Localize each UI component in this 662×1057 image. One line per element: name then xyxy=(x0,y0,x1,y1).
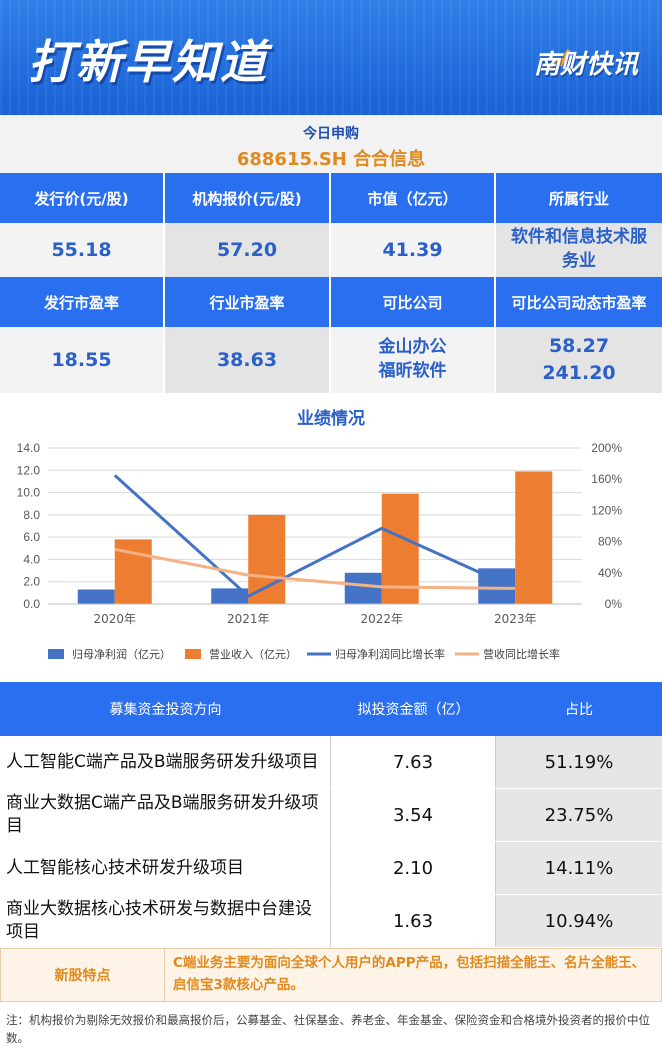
fund-project-name: 人工智能核心技术研发升级项目 xyxy=(0,842,331,894)
legend-label: 归母净利润同比增长率 xyxy=(335,647,445,661)
fund-ratio: 10.94% xyxy=(496,895,662,947)
fund-amount: 7.63 xyxy=(331,736,496,788)
legend-swatch xyxy=(48,649,64,659)
brand-logo: 南财快讯 xyxy=(533,50,638,80)
chart-title: 业绩情况 xyxy=(297,409,365,429)
bar xyxy=(77,589,115,604)
x-tick-label: 2022年 xyxy=(360,612,403,626)
y2-tick-label: 80% xyxy=(598,535,622,549)
header-industry: 所属行业 xyxy=(496,173,662,223)
peer-pe-value: 241.20 xyxy=(542,362,616,384)
peer-pe-value: 58.27 xyxy=(548,335,610,358)
value-industry-pe: 38.63 xyxy=(165,327,331,393)
fund-header-direction: 募集资金投资方向 xyxy=(109,702,222,718)
fund-table-header: 募集资金投资方向 拟投资金额（亿） 占比 xyxy=(0,682,662,736)
fund-table: 募集资金投资方向 拟投资金额（亿） 占比 人工智能C端产品及B端服务研发升级项目… xyxy=(0,682,662,948)
y2-tick-label: 160% xyxy=(591,472,622,486)
fund-project-name: 人工智能C端产品及B端服务研发升级项目 xyxy=(0,736,331,788)
value-issue-price: 55.18 xyxy=(0,223,165,277)
header-banner: 打新早知道 南财快讯 xyxy=(0,0,662,115)
fund-header-ratio: 占比 xyxy=(565,702,593,718)
y-tick-label: 6.0 xyxy=(23,530,40,544)
performance-chart: 0.0 2.0 4.0 6.0 8.0 10.0 12.0 14.0 0% 40% 80% 120% 1… xyxy=(17,441,623,661)
y2-tick-label: 120% xyxy=(591,503,622,517)
x-tick-label: 2021年 xyxy=(227,612,270,626)
fund-amount: 3.54 xyxy=(331,789,496,841)
y2-tick-label: 200% xyxy=(591,441,622,455)
y-tick-label: 10.0 xyxy=(17,486,41,500)
x-tick-label: 2020年 xyxy=(93,612,136,626)
peer-company: 金山办公 xyxy=(378,337,447,358)
bar xyxy=(344,572,382,604)
peer-pe-values: 58.27 241.20 xyxy=(496,327,662,393)
peer-companies: 金山办公 福昕软件 xyxy=(331,327,496,393)
legend-label: 营业收入（亿元） xyxy=(209,647,297,661)
banner-pattern xyxy=(0,0,662,115)
legend-label: 营收同比增长率 xyxy=(483,647,560,661)
x-tick-label: 2023年 xyxy=(494,612,537,626)
value-industry: 软件和信息技术服务业 xyxy=(496,223,662,277)
table-row: 人工智能核心技术研发升级项目 2.10 14.11% xyxy=(0,842,662,895)
y-tick-label: 4.0 xyxy=(23,552,40,566)
header-peer-pe: 可比公司动态市盈率 xyxy=(496,277,662,327)
today-label: 今日申购 xyxy=(303,126,359,142)
feature-text: C端业务主要为面向全球个人用户的APP产品，包括扫描全能王、名片全能王、启信宝3… xyxy=(165,948,662,1002)
y-tick-label: 2.0 xyxy=(23,575,40,589)
y-tick-label: 12.0 xyxy=(17,463,41,477)
y2-tick-label: 40% xyxy=(598,566,622,580)
fund-project-name: 商业大数据核心技术研发与数据中台建设项目 xyxy=(0,895,331,947)
header-industry-pe: 行业市盈率 xyxy=(165,277,331,327)
bar xyxy=(515,471,553,604)
series-line xyxy=(114,547,516,590)
footnote: 注：机构报价为剔除无效报价和最高报价后，公募基金、社保基金、养老金、年金基金、保… xyxy=(6,1013,650,1046)
fund-ratio: 14.11% xyxy=(496,842,662,894)
y-tick-label: 8.0 xyxy=(23,508,40,522)
legend-label: 归母净利润（亿元） xyxy=(72,647,171,661)
header-issue-price: 发行价(元/股) xyxy=(0,173,165,223)
fund-amount: 1.63 xyxy=(331,895,496,947)
series-line xyxy=(113,474,516,598)
fund-ratio: 23.75% xyxy=(496,789,662,841)
y2-tick-label: 0% xyxy=(605,597,623,611)
fund-project-name: 商业大数据C端产品及B端服务研发升级项目 xyxy=(0,789,331,841)
header-peers: 可比公司 xyxy=(331,277,496,327)
y-tick-label: 14.0 xyxy=(17,441,41,455)
table-row: 人工智能C端产品及B端服务研发升级项目 7.63 51.19% xyxy=(0,736,662,789)
legend-swatch xyxy=(185,649,201,659)
header-issue-pe: 发行市盈率 xyxy=(0,277,165,327)
brand-chart-icon xyxy=(548,49,570,70)
value-issue-pe: 18.55 xyxy=(0,327,165,393)
fund-amount: 2.10 xyxy=(331,842,496,894)
value-inst-quote: 57.20 xyxy=(165,223,331,277)
bar xyxy=(248,514,286,604)
today-subscription: 今日申购 688615.SH 合合信息 xyxy=(0,115,662,173)
table-row: 商业大数据核心技术研发与数据中台建设项目 1.63 10.94% xyxy=(0,895,662,948)
fund-header-amount: 拟投资金额（亿） xyxy=(357,702,470,718)
banner-title: 打新早知道 xyxy=(28,35,268,89)
stock-feature: 新股特点 C端业务主要为面向全球个人用户的APP产品，包括扫描全能王、名片全能王… xyxy=(0,948,662,1002)
info-grid-2: 发行市盈率 行业市盈率 可比公司 可比公司动态市盈率 18.55 38.63 金… xyxy=(0,277,662,393)
info-grid-1: 发行价(元/股) 机构报价(元/股) 市值（亿元） 所属行业 55.18 57.… xyxy=(0,173,662,277)
bar xyxy=(211,588,249,604)
fund-ratio: 51.19% xyxy=(496,736,662,788)
y-tick-label: 0.0 xyxy=(23,597,40,611)
feature-label: 新股特点 xyxy=(0,948,165,1002)
stock-name: 688615.SH 合合信息 xyxy=(236,149,426,170)
table-row: 商业大数据C端产品及B端服务研发升级项目 3.54 23.75% xyxy=(0,789,662,842)
header-inst-quote: 机构报价(元/股) xyxy=(165,173,331,223)
peer-company: 福昕软件 xyxy=(378,361,447,381)
header-market-cap: 市值（亿元） xyxy=(331,173,496,223)
value-market-cap: 41.39 xyxy=(331,223,496,277)
